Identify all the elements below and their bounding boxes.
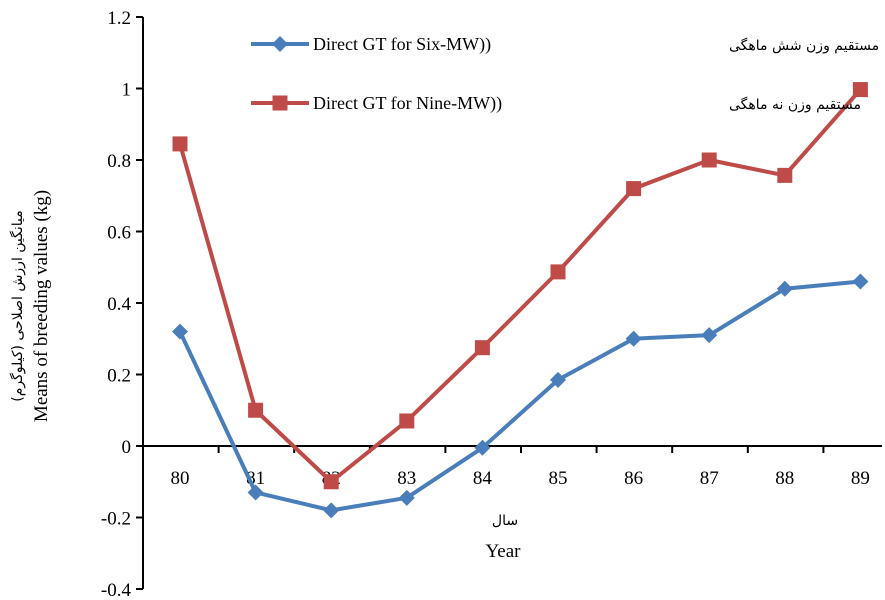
data-point: [399, 413, 415, 429]
y-tick-label: 1: [122, 80, 132, 101]
data-point: [323, 474, 339, 490]
y-ticks: -0.4 -0.2 0 0.2 0.4 0.6 0.8 1 1.2: [101, 8, 143, 600]
legend-marker: [272, 36, 288, 52]
y-tick-label: 0.2: [107, 366, 131, 387]
data-point: [626, 181, 642, 197]
data-point: [852, 273, 869, 290]
data-point: [247, 484, 264, 501]
y-tick-label: 0.8: [107, 151, 131, 172]
data-point: [172, 323, 188, 340]
x-tick-label: 89: [851, 468, 870, 489]
y-tick-label: 0.6: [107, 223, 131, 244]
x-tick-label: 85: [549, 468, 568, 489]
data-point: [248, 402, 264, 418]
data-point: [323, 502, 340, 519]
y-axis-label: Means of breeding values (kg): [31, 190, 52, 422]
x-tick-label: 80: [171, 468, 190, 489]
x-tick-label: 88: [775, 468, 794, 489]
data-point: [398, 489, 415, 506]
series-layer: [172, 82, 869, 519]
data-point: [550, 371, 566, 388]
series-line: [178, 88, 862, 484]
data-point: [474, 439, 491, 456]
x-axis-label-persian: سال: [492, 513, 518, 529]
y-tick-label: -0.4: [101, 580, 132, 600]
x-tick-label: 84: [473, 468, 493, 489]
data-point: [625, 330, 642, 347]
y-tick-label: 1.2: [107, 8, 131, 29]
data-point: [550, 264, 566, 280]
legend-label-persian: مستقیم وزن نه ماهگی: [729, 96, 861, 113]
data-point: [776, 280, 793, 297]
legend-marker: [272, 95, 288, 111]
y-axis-label-persian: میانگین ارزش اصلاحی (کیلوگرم): [9, 210, 26, 402]
y-tick-label: -0.2: [101, 509, 131, 530]
legend-item: Direct GT for Nine-MW)) مستقیم وزن نه ماه…: [251, 93, 861, 114]
series-nine-mw: [172, 82, 868, 490]
legend-item: Direct GT for Six-MW)) مستقیم وزن شش ماهگ…: [251, 34, 879, 55]
x-tick-label: 83: [397, 468, 416, 489]
data-point: [701, 152, 717, 168]
x-tick-label: 86: [624, 468, 643, 489]
x-axis-label: Year: [485, 541, 521, 562]
data-point: [777, 167, 793, 183]
y-tick-label: 0.4: [107, 294, 131, 315]
x-ticks: 80818283848586878889: [142, 446, 870, 489]
series-line: [178, 279, 861, 513]
data-point: [474, 340, 490, 356]
legend: Direct GT for Six-MW)) مستقیم وزن شش ماهگ…: [251, 34, 879, 114]
legend-label: Direct GT for Nine-MW)): [313, 93, 502, 114]
legend-label-persian: مستقیم وزن شش ماهگی: [729, 37, 879, 54]
data-point: [852, 82, 868, 98]
legend-label: Direct GT for Six-MW)): [313, 34, 491, 55]
y-tick-label: 0: [122, 437, 132, 458]
x-tick-label: 87: [700, 468, 719, 489]
data-point: [172, 136, 188, 152]
data-point: [701, 327, 718, 344]
series-six-mw: [172, 273, 869, 519]
